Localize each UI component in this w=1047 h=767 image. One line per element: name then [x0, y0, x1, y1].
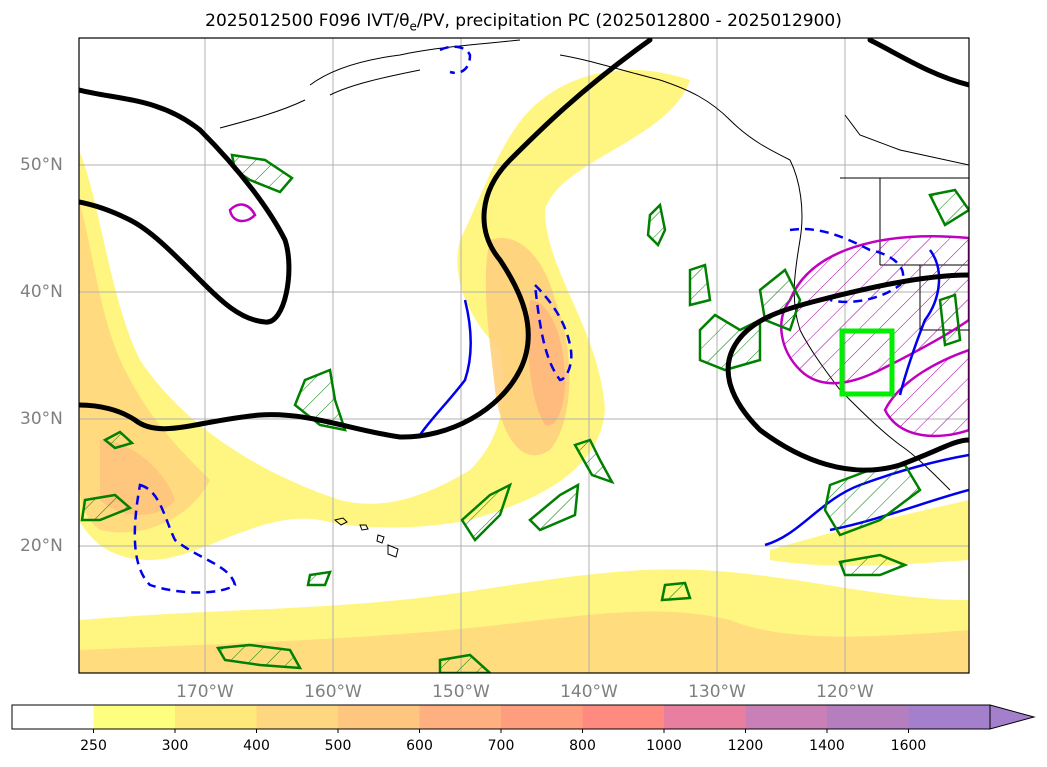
map-content — [79, 38, 969, 673]
ivt-band-southeast — [770, 500, 969, 566]
pv-contour-ne — [867, 38, 969, 88]
theta-solid-coast — [898, 249, 941, 396]
magenta-contours — [228, 203, 969, 438]
precip-blob-13 — [838, 553, 909, 577]
colorbar-segment — [501, 705, 583, 729]
precip-blob-4 — [80, 493, 133, 522]
lon-label-120w: 120°W — [816, 682, 874, 702]
figure-title: 2025012500 F096 IVT/θe/PV, precipitation… — [205, 11, 842, 34]
magenta-contour-a — [228, 203, 257, 223]
theta-dashed-sw — [133, 483, 237, 594]
alaska-coast — [219, 39, 791, 161]
precip-blob-7 — [573, 438, 615, 485]
pv-contours — [79, 38, 969, 473]
theta-dashed-east — [533, 281, 573, 382]
ivt-band-south-core — [79, 611, 969, 673]
lon-label-170w: 170°W — [176, 682, 234, 702]
colorbar-segment — [175, 705, 257, 729]
colorbar-tick-label: 600 — [406, 738, 433, 754]
map-frame — [78, 37, 970, 674]
colorbar-tick-label: 1600 — [890, 738, 927, 754]
pv-contour-north-loop — [79, 87, 292, 325]
colorbar-segment — [338, 705, 420, 729]
lat-label-50n: 50°N — [20, 155, 63, 175]
lat-label-40n: 40°N — [20, 282, 63, 302]
precip-blob-6 — [528, 482, 580, 532]
lon-label-140w: 140°W — [560, 682, 618, 702]
colorbar-tick-label: 1000 — [646, 738, 682, 754]
colorbar-tick-label: 300 — [161, 738, 189, 754]
precip-blob-14 — [215, 643, 303, 670]
precip-blob-3 — [102, 430, 135, 450]
colorbar-segment — [419, 705, 502, 729]
lat-label-20n: 20°N — [20, 536, 63, 556]
lon-label-150w: 150°W — [432, 682, 490, 702]
precip-blob-18 — [928, 188, 969, 227]
colorbar-segment — [582, 705, 665, 729]
colorbar-segment — [908, 705, 991, 729]
colorbar-tick-label: 700 — [487, 738, 515, 754]
colorbar-segment — [93, 705, 176, 729]
hawaii — [333, 517, 399, 558]
colorbar-extend-arrow — [989, 704, 1036, 730]
colorbar-segment — [256, 705, 339, 729]
colorbar-segment — [745, 705, 828, 729]
magenta-contour-b — [780, 235, 969, 385]
precip-contours — [80, 153, 969, 673]
colorbar-segment — [664, 705, 746, 729]
lon-label-130w: 130°W — [688, 682, 746, 702]
precip-blob-8 — [646, 202, 667, 248]
precip-blob-15 — [306, 570, 332, 587]
precip-blob-9 — [688, 263, 712, 307]
region-box — [839, 328, 895, 397]
lon-label-160w: 160°W — [304, 682, 362, 702]
precip-blob-2 — [293, 368, 347, 432]
precip-blob-10 — [698, 313, 762, 372]
colorbar-segment — [12, 705, 94, 729]
ivt-core-east-max — [528, 300, 565, 426]
colorbar-tick-label: 1200 — [727, 738, 764, 754]
colorbar — [11, 704, 1036, 733]
theta-dashed-north — [439, 45, 472, 74]
precip-blob-17 — [438, 653, 492, 673]
lat-label-30n: 30°N — [20, 409, 63, 429]
pv-contour-east-loop — [725, 272, 969, 473]
pv-contour-main — [79, 38, 653, 440]
precip-blob-19 — [938, 293, 962, 347]
colorbar-tick-label: 250 — [80, 738, 107, 754]
colorbar-tick-label: 500 — [324, 738, 352, 754]
colorbar-segment — [827, 705, 909, 729]
colorbar-tick-label: 800 — [569, 738, 596, 754]
precip-blob-5 — [460, 482, 513, 542]
colorbar-tick-label: 1400 — [809, 738, 845, 754]
precip-blob-16 — [660, 581, 692, 602]
theta-solid-east — [418, 299, 473, 436]
theta-dashed-coast — [789, 227, 905, 304]
colorbar-tick-label: 400 — [243, 738, 270, 754]
magenta-contour-c — [883, 348, 969, 438]
